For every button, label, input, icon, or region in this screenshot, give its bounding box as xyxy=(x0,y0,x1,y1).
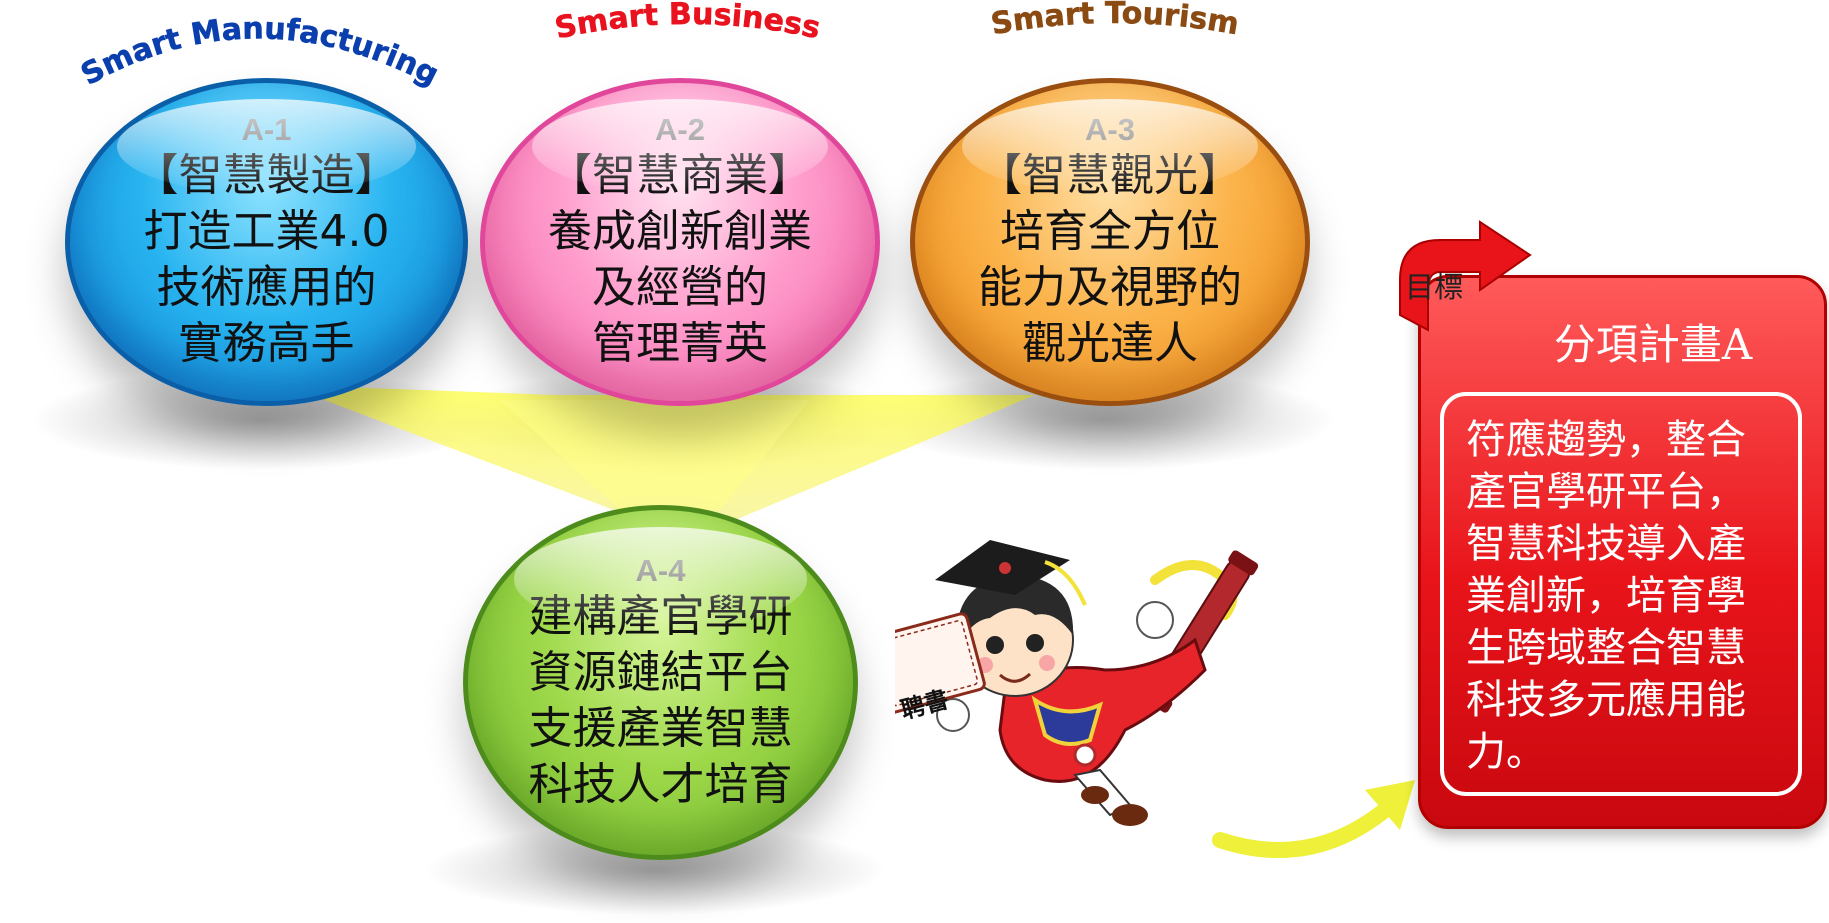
bubble-line: 技術應用的 xyxy=(156,262,377,313)
goal-tag-label: 目標 xyxy=(1405,270,1464,304)
bubble-line: 養成創新創業 xyxy=(548,206,812,257)
beam-center xyxy=(500,400,810,510)
bubble-a4-platform: A-4 建構產官學研 資源鏈結平台 支援產業智慧 科技人才培育 xyxy=(463,505,858,860)
shoe xyxy=(1112,804,1148,826)
certificate-card xyxy=(895,612,986,714)
cheek xyxy=(1039,655,1055,671)
bubble-line: 打造工業4.0 xyxy=(143,206,390,257)
bubble-line: 觀光達人 xyxy=(1022,318,1198,369)
eye xyxy=(1026,634,1044,652)
glove xyxy=(1136,601,1174,639)
bubble-line: 及經營的 xyxy=(592,262,768,313)
bubble-line: 支援產業智慧 xyxy=(528,702,793,754)
curved-arrow xyxy=(1212,780,1415,858)
arrow-curve xyxy=(1212,802,1393,858)
goal-tag xyxy=(1399,220,1532,332)
tassel xyxy=(1044,560,1087,606)
hair xyxy=(956,575,1074,650)
bubble-line: 科技人才培育 xyxy=(528,758,793,810)
bubble-code: A-3 xyxy=(1085,112,1135,147)
robe-collar xyxy=(1031,695,1104,746)
bubble-line: 培育全方位 xyxy=(1000,206,1220,257)
bubble-code: A-2 xyxy=(655,112,705,147)
goal-line: 智慧科技導入產 xyxy=(1466,521,1746,567)
goal-line: 力。 xyxy=(1466,729,1546,775)
bubble-code: A-4 xyxy=(635,552,686,588)
goal-panel xyxy=(1418,275,1827,829)
bubble-line: 建構產官學研 xyxy=(528,590,793,642)
goal-line: 業創新，培育學 xyxy=(1466,573,1746,619)
glove xyxy=(936,698,970,732)
shoe xyxy=(1081,786,1109,804)
bubble-heading: 【智慧商業】 xyxy=(548,150,812,201)
shadow-a4 xyxy=(425,825,885,915)
bubble-line: 管理菁英 xyxy=(592,318,768,369)
bubble-line: 資源鏈結平台 xyxy=(528,646,793,698)
bubble-code: A-1 xyxy=(241,112,292,147)
bubble-a2-smart-business: A-2 【智慧商業】 養成創新創業 及經營的 管理菁英 xyxy=(480,78,880,406)
smart-business-label: Smart Business xyxy=(552,0,823,46)
robe-emblem xyxy=(1073,743,1097,767)
graduate-mascot xyxy=(895,540,1259,826)
goal-line: 產官學研平台， xyxy=(1466,469,1746,515)
smart-tourism-label: Smart Tourism xyxy=(988,0,1241,42)
mortarboard-button xyxy=(999,562,1011,574)
goal-line: 符應趨勢，整合 xyxy=(1466,417,1746,463)
goal-description-box: 符應趨勢，整合 產官學研平台， 智慧科技導入產 業創新，培育學 生跨域整合智慧 … xyxy=(1440,392,1802,796)
bubble-line: 實務高手 xyxy=(178,318,355,369)
mouth xyxy=(999,672,1032,683)
bubble-heading: 【智慧觀光】 xyxy=(978,150,1242,201)
goal-arrow-icon xyxy=(1399,220,1532,332)
bubble-line: 能力及視野的 xyxy=(978,262,1242,313)
goal-line: 生跨域整合智慧 xyxy=(1466,625,1746,671)
bubble-a3-smart-tourism: A-3 【智慧觀光】 培育全方位 能力及視野的 觀光達人 xyxy=(910,78,1310,406)
bubble-a1-smart-manufacturing: A-1 【智慧製造】 打造工業4.0 技術應用的 實務高手 xyxy=(65,78,468,406)
goal-line: 科技多元應用能 xyxy=(1466,677,1746,723)
bubble-heading: 【智慧製造】 xyxy=(134,150,399,201)
arrow-head-icon xyxy=(1365,780,1415,830)
eye xyxy=(986,636,1004,654)
goal-title: 分項計畫A xyxy=(1553,320,1753,369)
